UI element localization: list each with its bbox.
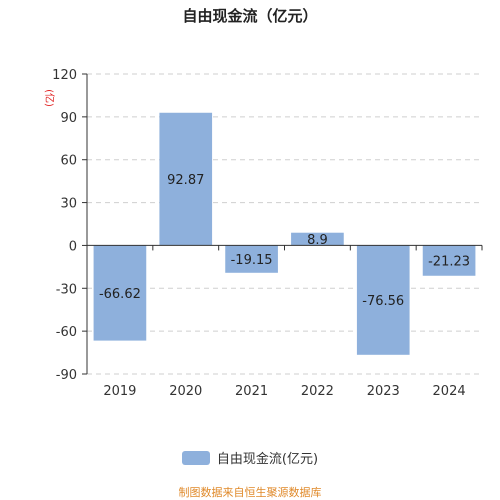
y-tick-label: -30 xyxy=(56,282,77,297)
bar-value-label: 92.87 xyxy=(167,173,204,188)
y-tick-label: 90 xyxy=(60,111,77,126)
bar xyxy=(225,245,278,273)
bar-value-label: 8.9 xyxy=(307,233,328,248)
x-tick-label: 2024 xyxy=(433,384,466,399)
legend-swatch xyxy=(181,450,210,465)
y-tick-label: 120 xyxy=(52,68,77,83)
y-axis-label: (亿) xyxy=(43,89,56,107)
bar-value-label: -19.15 xyxy=(231,253,273,268)
y-tick-label: -90 xyxy=(56,368,77,383)
legend-label: 自由现金流(亿元) xyxy=(216,452,319,467)
bar xyxy=(356,245,410,355)
y-tick-label: 30 xyxy=(60,197,77,212)
bar-value-label: -21.23 xyxy=(428,255,470,270)
x-tick-label: 2021 xyxy=(235,384,268,399)
bar xyxy=(159,112,213,246)
y-tick-label: -60 xyxy=(56,325,77,340)
y-tick-label: 0 xyxy=(69,239,77,254)
x-tick-label: 2022 xyxy=(301,384,334,399)
bar xyxy=(422,245,476,276)
x-tick-label: 2023 xyxy=(367,384,400,399)
x-tick-label: 2019 xyxy=(103,384,136,399)
x-tick-label: 2020 xyxy=(169,384,202,399)
legend[interactable]: 自由现金流(亿元) xyxy=(0,448,500,467)
bar-value-label: -76.56 xyxy=(362,294,404,309)
chart-title: 自由现金流（亿元） xyxy=(182,7,318,25)
y-tick-label: 60 xyxy=(60,154,77,169)
bar xyxy=(291,232,344,246)
source-note: 制图数据来自恒生聚源数据库 xyxy=(178,486,322,499)
bar xyxy=(93,245,147,341)
bar-value-label: -66.62 xyxy=(99,287,141,302)
